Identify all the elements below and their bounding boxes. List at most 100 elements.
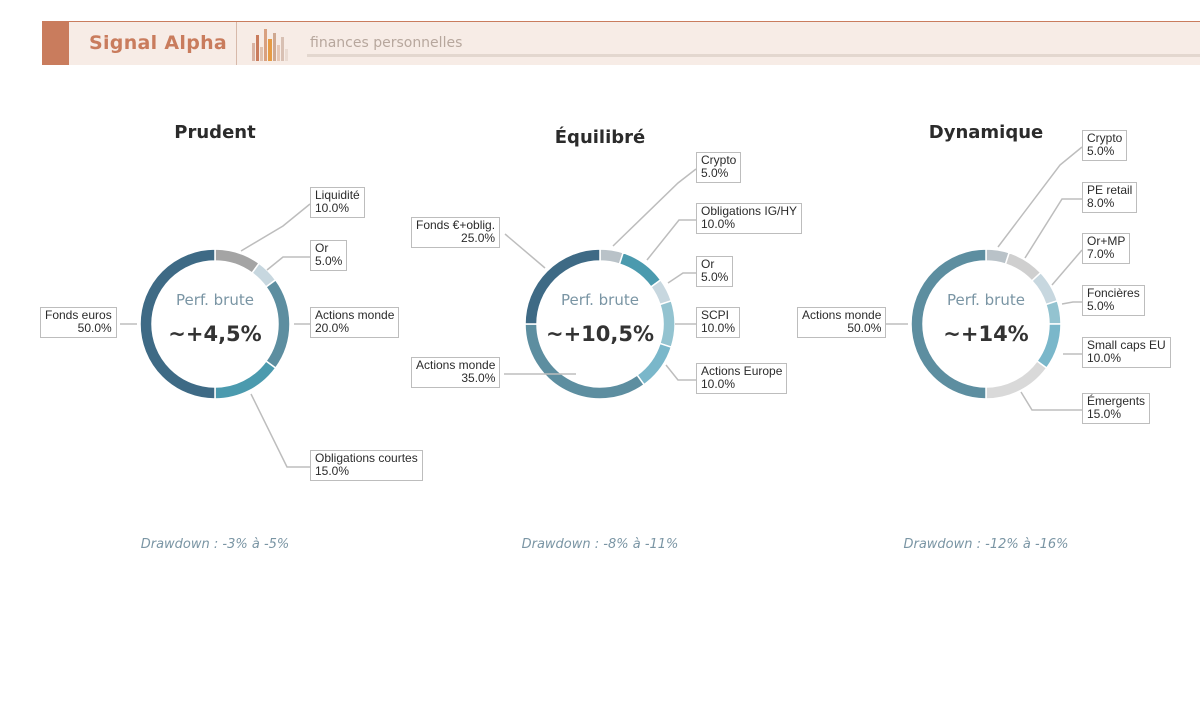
leader-line bbox=[1024, 198, 1082, 259]
slice-name: Actions Europe bbox=[701, 364, 783, 378]
drawdown-text: Drawdown : -8% à -11% bbox=[521, 537, 679, 552]
leader-line bbox=[612, 168, 697, 247]
slice-label: Or 5.0% bbox=[696, 256, 734, 287]
slice-percent: 5.0% bbox=[701, 166, 729, 180]
slice-label: Obligations IG/HY 10.0% bbox=[696, 203, 803, 234]
donut-slice bbox=[524, 248, 601, 325]
slice-percent: 10.0% bbox=[1087, 351, 1122, 365]
center-perf-value: ~+14% bbox=[943, 322, 1029, 346]
slice-label: Foncières 5.0% bbox=[1082, 285, 1145, 316]
chart-title: Équilibré bbox=[554, 127, 646, 148]
slice-name: Liquidité bbox=[315, 188, 360, 202]
chart-title: Dynamique bbox=[928, 122, 1044, 143]
slice-label: Actions monde 20.0% bbox=[310, 307, 400, 338]
slice-percent: 10.0% bbox=[701, 377, 736, 391]
slice-percent: 50.0% bbox=[847, 321, 882, 335]
slice-percent: 10.0% bbox=[315, 201, 350, 215]
slice-label: Crypto 5.0% bbox=[1082, 130, 1128, 161]
slice-name: Or+MP bbox=[1087, 234, 1126, 248]
slice-label: Small caps EU 10.0% bbox=[1082, 337, 1171, 368]
slice-name: Obligations IG/HY bbox=[701, 204, 798, 218]
slice-name: Actions monde bbox=[802, 308, 882, 322]
slice-percent: 50.0% bbox=[77, 321, 112, 335]
donut-slice bbox=[1035, 323, 1062, 370]
donut-slice bbox=[985, 359, 1048, 400]
donut-slice bbox=[618, 251, 662, 289]
slice-percent: 5.0% bbox=[701, 270, 729, 284]
slice-label: Fonds €+oblig. 25.0% bbox=[411, 217, 501, 248]
slice-label: PE retail 8.0% bbox=[1082, 182, 1138, 213]
slice-percent: 10.0% bbox=[701, 321, 736, 335]
slice-name: Actions monde bbox=[315, 308, 395, 322]
slice-label: Or 5.0% bbox=[310, 240, 348, 271]
slice-name: Obligations courtes bbox=[315, 451, 418, 465]
leader-line bbox=[1020, 391, 1082, 411]
slice-name: Actions monde bbox=[416, 358, 496, 372]
brand-name: Signal Alpha bbox=[89, 32, 228, 54]
header-bar: Signal Alpha finances personnelles bbox=[42, 21, 1200, 65]
slice-name: SCPI bbox=[701, 308, 730, 322]
drawdown-text: Drawdown : -12% à -16% bbox=[903, 537, 1069, 552]
slice-percent: 15.0% bbox=[315, 464, 350, 478]
donut-chart-2 bbox=[524, 248, 676, 400]
leader-line bbox=[665, 364, 696, 381]
slice-label: Crypto 5.0% bbox=[696, 152, 742, 183]
slice-name: Crypto bbox=[701, 153, 737, 167]
donut-slice bbox=[139, 248, 216, 400]
leader-line bbox=[1051, 249, 1083, 286]
slice-label: Actions monde 50.0% bbox=[797, 307, 887, 338]
donut-slice bbox=[635, 342, 673, 386]
slice-name: PE retail bbox=[1087, 183, 1133, 197]
bar-chart-logo-icon bbox=[252, 29, 288, 61]
slice-percent: 10.0% bbox=[701, 217, 736, 231]
slice-percent: 15.0% bbox=[1087, 407, 1122, 421]
donut-slice bbox=[658, 299, 676, 349]
slice-label: Actions Europe 10.0% bbox=[696, 363, 788, 394]
slice-name: Fonds euros bbox=[45, 308, 112, 322]
leader-line bbox=[1061, 301, 1082, 305]
slice-percent: 25.0% bbox=[461, 231, 496, 245]
slice-label: Actions monde 35.0% bbox=[411, 357, 501, 388]
leader-line bbox=[667, 272, 696, 284]
donut-chart-1 bbox=[139, 248, 291, 400]
brand-color-block bbox=[42, 22, 69, 65]
donut-chart-3 bbox=[910, 248, 1062, 400]
center-perf-value: ~+10,5% bbox=[545, 322, 655, 346]
leader-line bbox=[240, 203, 311, 252]
slice-percent: 5.0% bbox=[1087, 299, 1115, 313]
leader-line bbox=[504, 233, 546, 269]
slice-percent: 7.0% bbox=[1087, 247, 1115, 261]
slice-name: Foncières bbox=[1087, 286, 1140, 300]
slice-name: Fonds €+oblig. bbox=[416, 218, 496, 232]
slice-percent: 5.0% bbox=[1087, 144, 1115, 158]
slice-label: Obligations courtes 15.0% bbox=[310, 450, 423, 481]
header-subtitle: finances personnelles bbox=[310, 35, 463, 51]
leader-line bbox=[266, 256, 310, 271]
donut-slice bbox=[1030, 271, 1059, 306]
center-label: Perf. brute bbox=[947, 291, 1025, 309]
slice-name: Or bbox=[701, 257, 715, 271]
slice-label: Émergents 15.0% bbox=[1082, 393, 1151, 424]
drawdown-text: Drawdown : -3% à -5% bbox=[140, 537, 290, 552]
slice-percent: 35.0% bbox=[461, 371, 496, 385]
donut-slice bbox=[264, 278, 291, 370]
chart-title: Prudent bbox=[174, 122, 256, 143]
center-label: Perf. brute bbox=[561, 291, 639, 309]
slice-label: Liquidité 10.0% bbox=[310, 187, 365, 218]
slice-label: Fonds euros 50.0% bbox=[40, 307, 117, 338]
leader-line bbox=[646, 219, 696, 261]
slice-percent: 8.0% bbox=[1087, 196, 1115, 210]
slice-label: SCPI 10.0% bbox=[696, 307, 741, 338]
donut-slice bbox=[910, 248, 987, 400]
header-divider bbox=[236, 22, 237, 65]
donut-slice bbox=[1044, 299, 1062, 325]
donut-slice bbox=[214, 248, 261, 275]
header-underline bbox=[307, 54, 1200, 57]
slice-label: Or+MP 7.0% bbox=[1082, 233, 1131, 264]
center-perf-value: ~+4,5% bbox=[168, 322, 262, 346]
slice-name: Small caps EU bbox=[1087, 338, 1166, 352]
slice-name: Émergents bbox=[1087, 394, 1146, 408]
slice-name: Or bbox=[315, 241, 329, 255]
leader-line bbox=[250, 393, 310, 468]
